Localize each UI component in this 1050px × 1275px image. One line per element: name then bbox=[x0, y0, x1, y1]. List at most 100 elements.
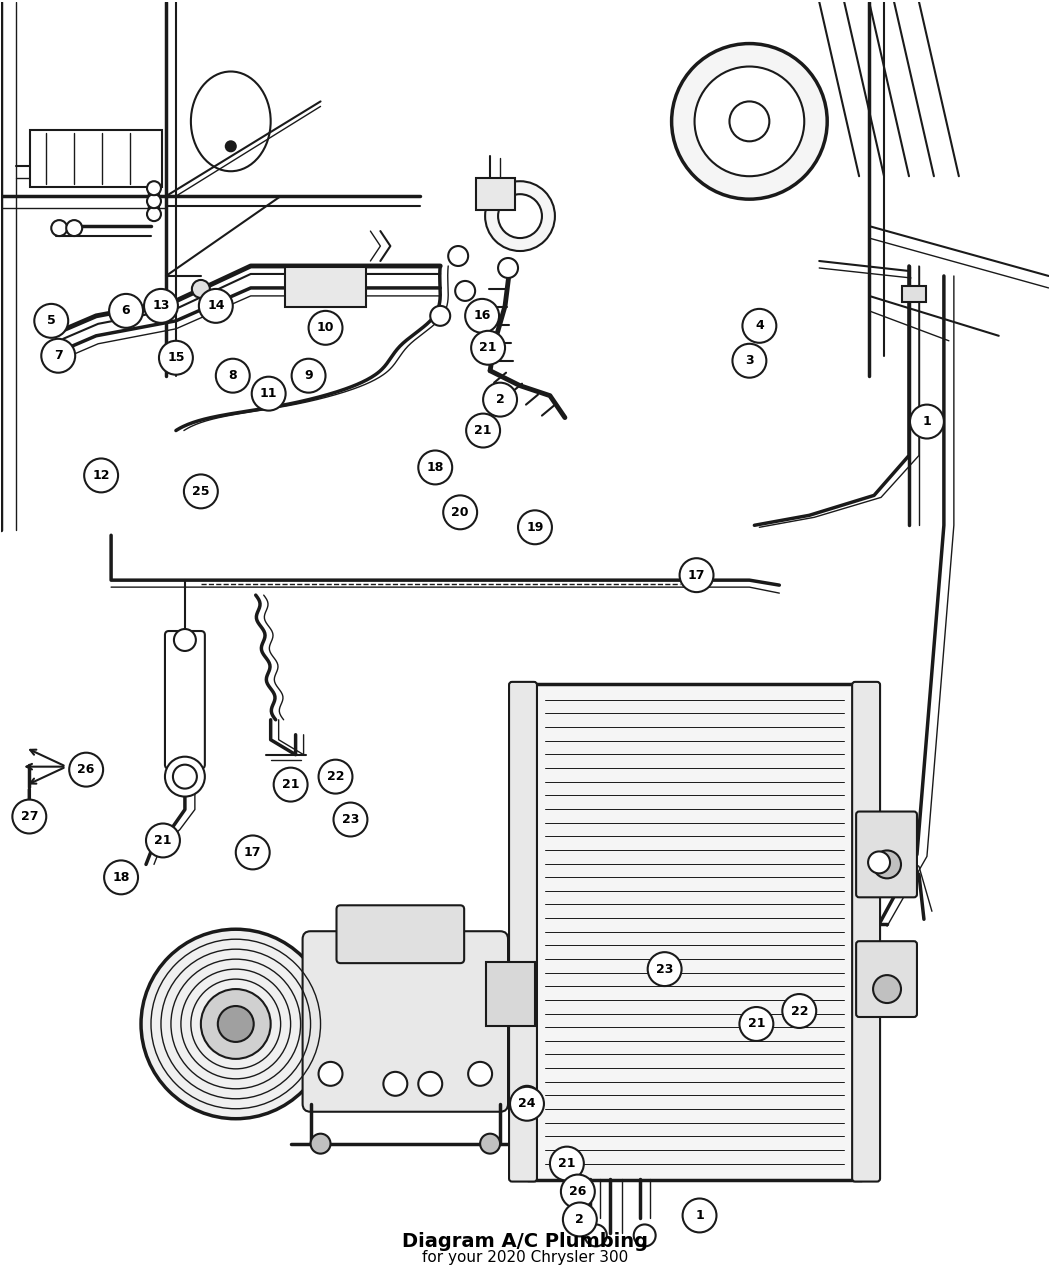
Text: 3: 3 bbox=[746, 354, 754, 367]
Circle shape bbox=[147, 194, 161, 208]
Circle shape bbox=[585, 1224, 607, 1247]
FancyBboxPatch shape bbox=[486, 963, 534, 1026]
Text: 5: 5 bbox=[47, 315, 56, 328]
Circle shape bbox=[274, 768, 308, 802]
Text: 2: 2 bbox=[575, 1213, 584, 1227]
Circle shape bbox=[146, 824, 180, 857]
Text: for your 2020 Chrysler 300: for your 2020 Chrysler 300 bbox=[422, 1251, 628, 1265]
Circle shape bbox=[104, 861, 138, 894]
Circle shape bbox=[510, 1086, 544, 1121]
Circle shape bbox=[309, 311, 342, 344]
Text: 18: 18 bbox=[426, 462, 444, 474]
FancyBboxPatch shape bbox=[336, 905, 464, 963]
Circle shape bbox=[334, 802, 367, 836]
Circle shape bbox=[648, 952, 681, 986]
Circle shape bbox=[174, 629, 196, 652]
Text: 7: 7 bbox=[54, 349, 63, 362]
Circle shape bbox=[165, 756, 205, 797]
Circle shape bbox=[465, 298, 499, 333]
Circle shape bbox=[456, 280, 476, 301]
Text: 21: 21 bbox=[480, 342, 497, 354]
Circle shape bbox=[144, 289, 177, 323]
Circle shape bbox=[443, 496, 477, 529]
FancyBboxPatch shape bbox=[476, 179, 516, 210]
Circle shape bbox=[84, 459, 118, 492]
Text: 17: 17 bbox=[688, 569, 706, 581]
Circle shape bbox=[192, 280, 210, 298]
Text: 12: 12 bbox=[92, 469, 110, 482]
Circle shape bbox=[730, 102, 770, 142]
Text: 19: 19 bbox=[526, 520, 544, 534]
Text: 21: 21 bbox=[748, 1017, 765, 1030]
FancyBboxPatch shape bbox=[509, 682, 537, 1182]
Circle shape bbox=[448, 246, 468, 266]
Circle shape bbox=[418, 450, 453, 484]
FancyBboxPatch shape bbox=[856, 812, 917, 898]
Circle shape bbox=[682, 1198, 716, 1233]
Circle shape bbox=[141, 929, 331, 1118]
Circle shape bbox=[418, 1072, 442, 1095]
Circle shape bbox=[236, 835, 270, 870]
Circle shape bbox=[733, 344, 766, 377]
Circle shape bbox=[159, 340, 193, 375]
Text: 21: 21 bbox=[154, 834, 172, 847]
Text: 11: 11 bbox=[260, 388, 277, 400]
Circle shape bbox=[147, 207, 161, 221]
Text: 1: 1 bbox=[695, 1209, 704, 1221]
Text: 2: 2 bbox=[496, 393, 504, 407]
Circle shape bbox=[318, 760, 353, 793]
FancyBboxPatch shape bbox=[856, 941, 917, 1017]
Circle shape bbox=[311, 1133, 331, 1154]
Circle shape bbox=[672, 43, 827, 199]
Circle shape bbox=[694, 66, 804, 176]
Circle shape bbox=[498, 194, 542, 238]
FancyBboxPatch shape bbox=[30, 130, 162, 187]
Text: 24: 24 bbox=[519, 1098, 536, 1111]
Circle shape bbox=[147, 181, 161, 195]
Text: 23: 23 bbox=[342, 813, 359, 826]
Text: 23: 23 bbox=[656, 963, 673, 975]
Text: 17: 17 bbox=[244, 845, 261, 859]
Circle shape bbox=[69, 752, 103, 787]
Circle shape bbox=[383, 1072, 407, 1095]
FancyBboxPatch shape bbox=[902, 286, 926, 302]
Circle shape bbox=[874, 975, 901, 1003]
Circle shape bbox=[518, 510, 552, 544]
Text: 25: 25 bbox=[192, 484, 210, 499]
Text: 26: 26 bbox=[569, 1184, 587, 1198]
Circle shape bbox=[109, 295, 143, 328]
Text: Diagram A/C Plumbing: Diagram A/C Plumbing bbox=[402, 1233, 648, 1251]
Text: 15: 15 bbox=[167, 351, 185, 365]
Text: 26: 26 bbox=[78, 764, 94, 776]
Text: 22: 22 bbox=[327, 770, 344, 783]
Circle shape bbox=[13, 799, 46, 834]
Circle shape bbox=[226, 142, 236, 152]
Text: 18: 18 bbox=[112, 871, 130, 884]
Circle shape bbox=[201, 989, 271, 1058]
Circle shape bbox=[35, 303, 68, 338]
Circle shape bbox=[480, 1133, 500, 1154]
Text: 10: 10 bbox=[317, 321, 334, 334]
Text: 27: 27 bbox=[21, 810, 38, 824]
Circle shape bbox=[742, 309, 776, 343]
Circle shape bbox=[252, 376, 286, 411]
Circle shape bbox=[198, 289, 233, 323]
Text: 1: 1 bbox=[923, 416, 931, 428]
Circle shape bbox=[184, 474, 217, 509]
Text: 16: 16 bbox=[474, 310, 490, 323]
Text: 21: 21 bbox=[475, 425, 491, 437]
Circle shape bbox=[561, 1174, 594, 1209]
Circle shape bbox=[868, 852, 890, 873]
Circle shape bbox=[41, 339, 76, 372]
FancyBboxPatch shape bbox=[853, 682, 880, 1182]
Circle shape bbox=[51, 221, 67, 236]
Text: 13: 13 bbox=[152, 300, 170, 312]
Circle shape bbox=[485, 181, 554, 251]
Text: 20: 20 bbox=[452, 506, 469, 519]
Circle shape bbox=[483, 382, 517, 417]
FancyBboxPatch shape bbox=[165, 631, 205, 769]
FancyBboxPatch shape bbox=[302, 931, 508, 1112]
Circle shape bbox=[782, 994, 816, 1028]
Text: 22: 22 bbox=[791, 1005, 808, 1017]
Circle shape bbox=[217, 1006, 254, 1042]
